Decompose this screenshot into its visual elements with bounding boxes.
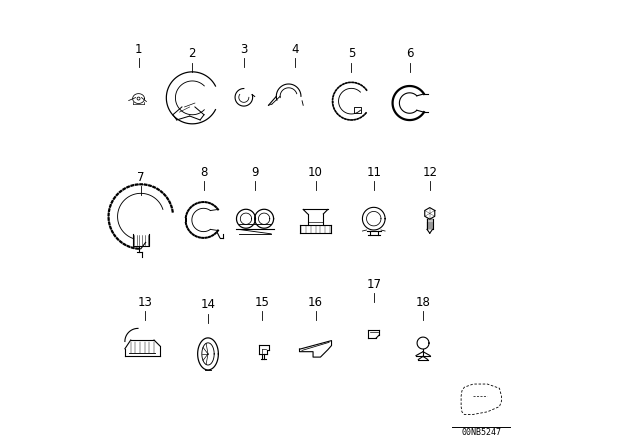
Text: 3: 3 (240, 43, 248, 56)
Text: 16: 16 (308, 296, 323, 309)
Text: 1: 1 (135, 43, 142, 56)
Text: 17: 17 (366, 278, 381, 291)
Text: 8: 8 (200, 166, 207, 179)
Text: 9: 9 (252, 166, 259, 179)
Text: 14: 14 (200, 298, 216, 311)
Text: 5: 5 (348, 47, 355, 60)
Text: 4: 4 (292, 43, 299, 56)
Text: 7: 7 (137, 171, 145, 184)
Text: 00NB5247: 00NB5247 (461, 428, 501, 437)
Text: 18: 18 (415, 296, 431, 309)
Text: 6: 6 (406, 47, 413, 60)
Text: 11: 11 (366, 166, 381, 179)
Text: 13: 13 (138, 296, 153, 309)
Text: 15: 15 (254, 296, 269, 309)
Text: 10: 10 (308, 166, 323, 179)
Text: 2: 2 (189, 47, 196, 60)
Text: 12: 12 (422, 166, 437, 179)
